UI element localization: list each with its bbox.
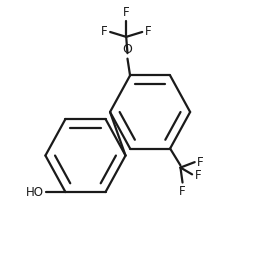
Text: F: F [179,185,186,198]
Text: F: F [197,156,204,169]
Text: F: F [145,26,152,38]
Text: HO: HO [26,185,44,198]
Text: F: F [101,26,107,38]
Text: F: F [123,6,130,19]
Text: F: F [195,169,201,182]
Text: O: O [122,43,133,56]
